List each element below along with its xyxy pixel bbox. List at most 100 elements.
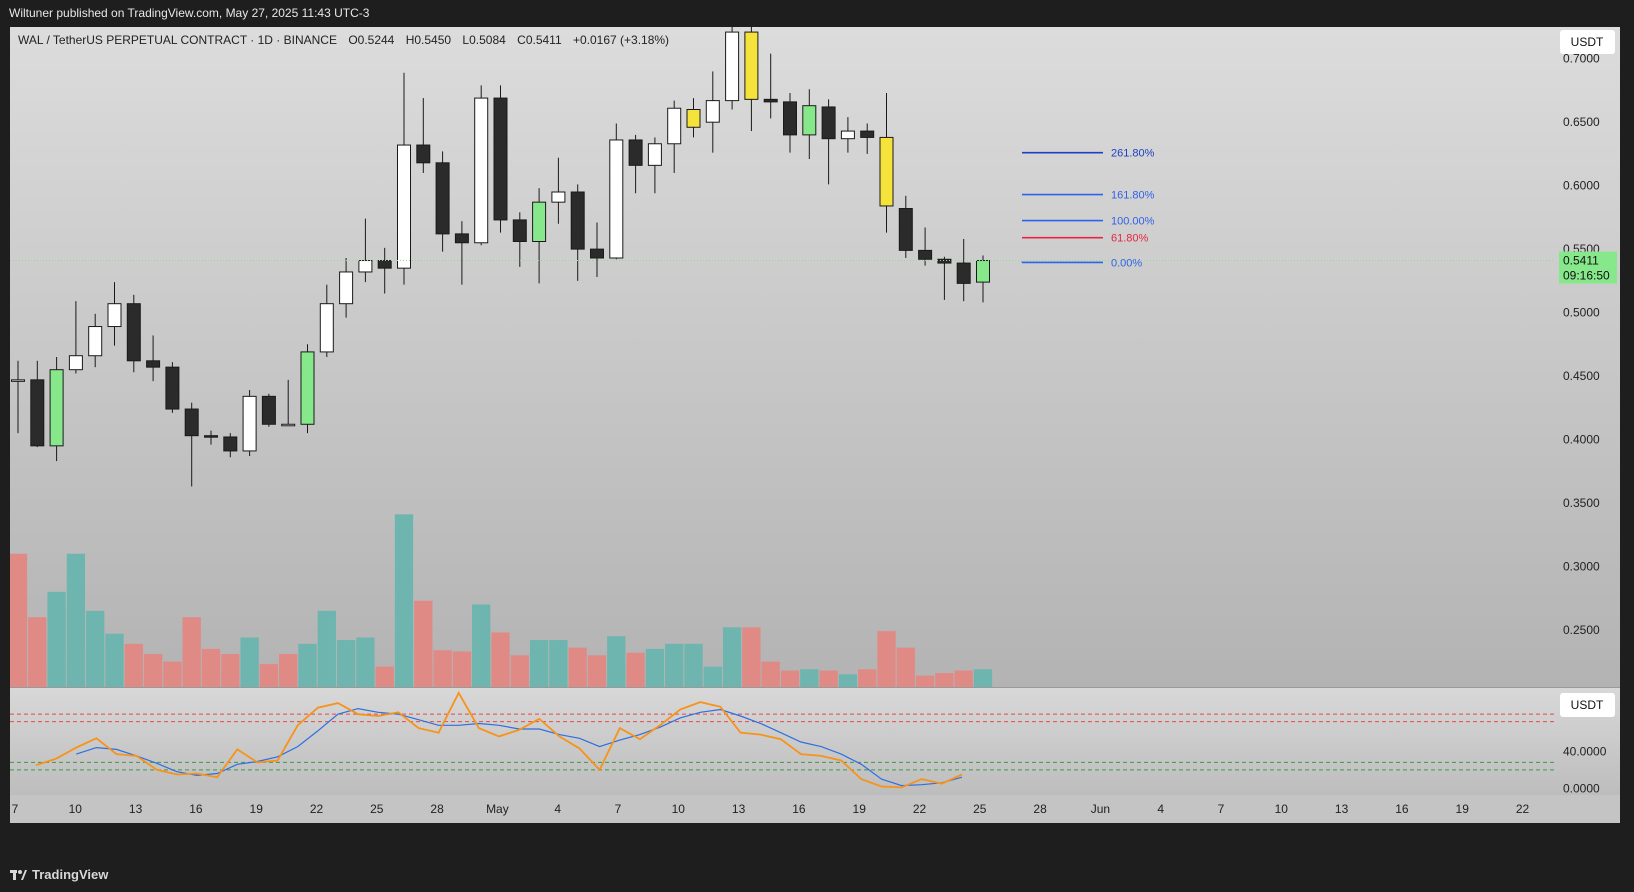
candle [512,219,527,243]
high-value: H0.5450 [406,33,452,47]
tradingview-logo[interactable]: TradingView [10,867,108,882]
volume-bar [201,648,221,687]
volume-bar [819,670,838,687]
candle [377,260,392,269]
open-value: O0.5244 [348,33,394,47]
candle [223,436,238,452]
price-tick-label: 0.4000 [1563,433,1600,447]
time-axis[interactable]: 7 10 13 16 19 22 25 28 May 4 7 10 13 16 19 22 25 28 Jun 4 7 1… [12,802,1530,816]
time-tick-label: 22 [1516,802,1530,816]
candle [416,144,431,164]
candle [339,271,354,305]
candle [30,379,45,447]
candle [435,162,450,235]
time-tick-label: 10 [672,802,686,816]
currency-label: USDT [1571,35,1604,49]
candle [840,130,855,140]
price-tick-label: 0.6000 [1563,179,1600,193]
footer-bar: TradingView [0,857,1634,892]
candle [319,303,334,353]
chart-area[interactable]: 261.80% 161.80% 100.00% 61.80% 0.00% USDT 0.… [10,27,1620,857]
time-tick-label: 19 [250,802,264,816]
volume-bar [510,655,529,687]
time-tick-label: 19 [1456,802,1470,816]
volume-bar [47,591,66,687]
fibonacci-extension[interactable]: 261.80% 161.80% 100.00% 61.80% 0.00% [1021,148,1155,270]
symbol-info: WAL / TetherUS PERPETUAL CONTRACT · 1D ·… [18,33,337,47]
candle [590,248,604,259]
volume-bar [259,664,279,687]
candle [49,369,64,447]
time-axis-bg [10,795,1620,823]
time-tick-label: 28 [1033,802,1047,816]
volume-bar [877,631,896,687]
price-tick-label: 0.7000 [1563,52,1600,66]
volume-bar [973,669,993,687]
price-axis[interactable]: USDT 0.70000.65000.60000.55000.50000.450… [1560,30,1615,637]
low-value: L0.5084 [462,33,506,47]
candle [397,144,411,269]
osc-tick-label: 0.0000 [1563,781,1600,795]
chart-legend: WAL / TetherUS PERPETUAL CONTRACT · 1D ·… [18,33,669,47]
price-tick-label: 0.5000 [1563,306,1600,320]
tradingview-logo-icon [10,869,27,880]
time-tick-label: 25 [370,802,384,816]
candle [242,395,257,452]
price-tick-label: 0.6500 [1563,115,1600,129]
price-tick-label: 0.3000 [1563,559,1600,573]
stoch-k-line [35,691,963,789]
publish-header: Wiltuner published on TradingView.com, M… [0,0,1634,27]
last-price-value: 0.5411 [1563,254,1599,268]
volume-bar [66,553,86,687]
volume-bar [607,636,626,687]
volume-bar [356,637,375,687]
time-tick-label: 16 [1395,802,1409,816]
candle [300,351,315,425]
candle [570,191,585,250]
candle [454,233,469,244]
candle [898,208,913,251]
volume-bar [182,617,201,687]
oscillator-layer [10,691,1555,789]
oscillator-axis[interactable]: USDT 40.0000 0.0000 [1560,693,1615,795]
osc-currency-badge[interactable]: USDT [1560,693,1615,717]
fib-level-label: 161.80% [1111,190,1155,202]
volume-bar [414,600,433,687]
time-tick-label: 22 [913,802,927,816]
volume-bar [703,666,722,687]
volume-bar [433,650,452,687]
candle [532,201,547,242]
candle [744,31,759,100]
time-tick-label: 7 [12,802,19,816]
close-value: C0.5411 [517,33,562,47]
time-tick-label: 4 [1157,802,1164,816]
currency-badge[interactable]: USDT [1560,30,1615,54]
candle [667,107,682,145]
candle [184,408,199,437]
candle [918,249,933,260]
time-tick-label: 28 [430,802,444,816]
time-tick-label: 16 [792,802,806,816]
volume-bar [587,655,607,687]
candle [802,105,817,136]
candles-layer [11,27,990,487]
fib-level-label: 261.80% [1111,148,1155,160]
time-tick-label: 13 [129,802,143,816]
volume-bar [568,647,587,687]
candle [358,260,373,273]
volume-bar [105,633,124,687]
time-tick-label: 19 [853,802,867,816]
candle [551,191,566,203]
volume-bar [954,670,973,687]
volume-bar [221,654,240,687]
candle [686,109,701,128]
candle [937,258,952,264]
price-tick-label: 0.3500 [1563,496,1600,510]
volume-bar [838,674,858,687]
candle [165,366,180,410]
volume-bar [761,661,780,687]
time-tick-label: 7 [615,802,622,816]
chart-svg[interactable]: 261.80% 161.80% 100.00% 61.80% 0.00% USDT 0.… [10,27,1620,857]
volume-bar [645,648,665,687]
volume-layer [10,514,993,687]
